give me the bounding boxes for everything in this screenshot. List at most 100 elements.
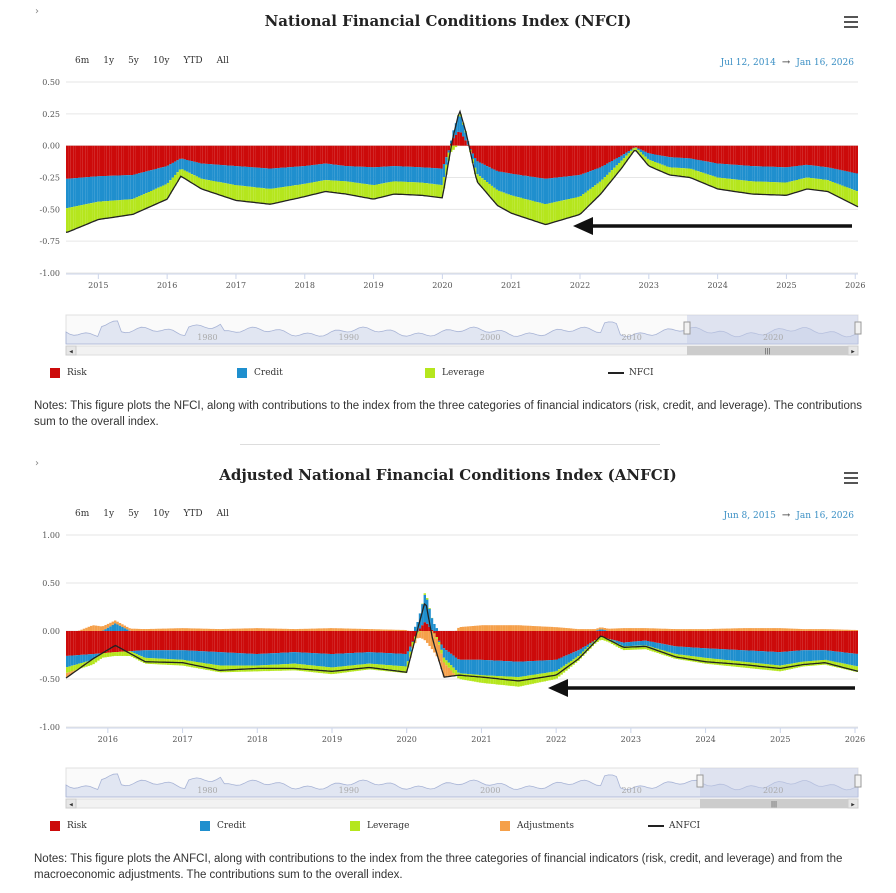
scrollbar-left-button[interactable] (65, 798, 77, 809)
bar-risk (534, 145, 537, 178)
bar-risk (428, 626, 431, 631)
scrollbar-left-button[interactable] (65, 345, 77, 356)
range-5y-button[interactable]: 5y (128, 56, 139, 66)
legend-leverage[interactable]: Leverage (350, 821, 409, 831)
legend-credit[interactable]: Credit (237, 368, 283, 378)
bar-risk (356, 145, 359, 167)
range-10y-button[interactable]: 10y (152, 509, 170, 519)
bar-risk (142, 145, 146, 173)
scrollbar-right-button[interactable] (847, 798, 859, 809)
bar-risk (697, 145, 700, 160)
bar-credit (349, 166, 352, 182)
navigator-right-handle[interactable] (854, 321, 862, 335)
bar-risk (270, 145, 273, 169)
navigator-left-handle[interactable] (683, 321, 691, 335)
scrollbar-thumb[interactable] (687, 346, 848, 355)
scrollbar-thumb[interactable] (700, 799, 848, 808)
bar-risk (663, 145, 666, 157)
range-all-button[interactable]: All (216, 509, 229, 519)
bar-leverage (603, 177, 606, 189)
bar-risk (327, 631, 330, 654)
bar-credit (94, 653, 98, 658)
bar-leverage (150, 658, 153, 664)
expand-chevron-icon[interactable]: › (35, 6, 39, 17)
bar-credit (478, 659, 482, 675)
date-to-input[interactable]: Jan 16, 2026 (796, 58, 854, 68)
scrollbar-right-button[interactable] (847, 345, 859, 356)
bar-credit (310, 165, 314, 183)
bar-risk (646, 631, 650, 641)
chart-menu-icon[interactable] (844, 472, 858, 484)
range-5y-button[interactable]: 5y (128, 509, 139, 519)
bar-risk (102, 631, 105, 654)
bar-credit (428, 608, 431, 627)
bar-leverage (260, 188, 263, 204)
bar-risk (826, 631, 830, 651)
bar-credit (507, 661, 510, 677)
bar-adjustments (692, 629, 695, 631)
range-all-button[interactable]: All (216, 56, 229, 66)
bar-adjustments (327, 628, 330, 631)
bar-risk (486, 631, 489, 661)
range-6m-button[interactable]: 6m (75, 509, 90, 519)
bar-risk (279, 631, 282, 653)
bar-adjustments (541, 626, 544, 631)
date-to-input[interactable]: Jan 16, 2026 (796, 511, 854, 521)
expand-chevron-icon[interactable]: › (35, 458, 39, 469)
bar-risk (296, 145, 299, 167)
legend-leverage[interactable]: Leverage (425, 368, 484, 378)
legend-credit[interactable]: Credit (200, 821, 246, 831)
bar-leverage (834, 182, 837, 196)
bar-leverage (78, 663, 81, 669)
bar-credit (697, 647, 700, 657)
range-1y-button[interactable]: 1y (103, 56, 115, 66)
range-6m-button[interactable]: 6m (75, 56, 90, 66)
bar-risk (759, 145, 762, 167)
bar-credit (361, 166, 364, 184)
navigator-selection[interactable] (687, 315, 858, 344)
bar-leverage (666, 166, 669, 174)
range-ytd-button[interactable]: YTD (183, 509, 203, 519)
legend-risk[interactable]: Risk (50, 821, 87, 831)
bar-risk (646, 145, 650, 153)
bar-risk (764, 631, 767, 652)
bar-credit (574, 651, 578, 658)
range-1y-button[interactable]: 1y (103, 509, 115, 519)
bar-credit (836, 169, 839, 184)
bar-adjustments (603, 628, 606, 631)
range-10y-button[interactable]: 10y (152, 56, 170, 66)
chart-menu-icon[interactable] (844, 16, 858, 28)
bar-risk (577, 631, 580, 651)
bar-leverage (387, 665, 390, 672)
bar-risk (843, 631, 846, 653)
bar-risk (260, 631, 263, 654)
bar-credit (800, 650, 803, 662)
range-ytd-button[interactable]: YTD (183, 56, 203, 66)
bar-risk (584, 631, 587, 646)
navigator-right-handle[interactable] (854, 774, 862, 788)
legend-risk[interactable]: Risk (50, 368, 87, 378)
bar-credit (145, 650, 148, 658)
bar-adjustments (450, 670, 453, 677)
bar-credit (289, 652, 292, 664)
legend-anfci[interactable]: ANFCI (648, 821, 700, 831)
bar-credit (618, 641, 621, 645)
bar-credit (670, 645, 674, 653)
bar-credit (303, 166, 306, 184)
bar-credit (560, 657, 563, 668)
date-from-input[interactable]: Jun 8, 2015 (723, 511, 776, 521)
legend-nfci[interactable]: NFCI (608, 368, 654, 378)
bar-risk (838, 631, 842, 652)
date-from-input[interactable]: Jul 12, 2014 (720, 58, 776, 68)
bar-leverage (764, 181, 767, 195)
navigator-left-handle[interactable] (696, 774, 704, 788)
legend-adjustments[interactable]: Adjustments (500, 821, 574, 831)
navigator-tick-label: 1980 (197, 786, 217, 795)
bar-credit (90, 176, 93, 204)
bar-risk (673, 145, 676, 158)
bar-credit (853, 172, 856, 191)
navigator-selection[interactable] (700, 768, 858, 797)
bar-leverage (368, 184, 371, 199)
